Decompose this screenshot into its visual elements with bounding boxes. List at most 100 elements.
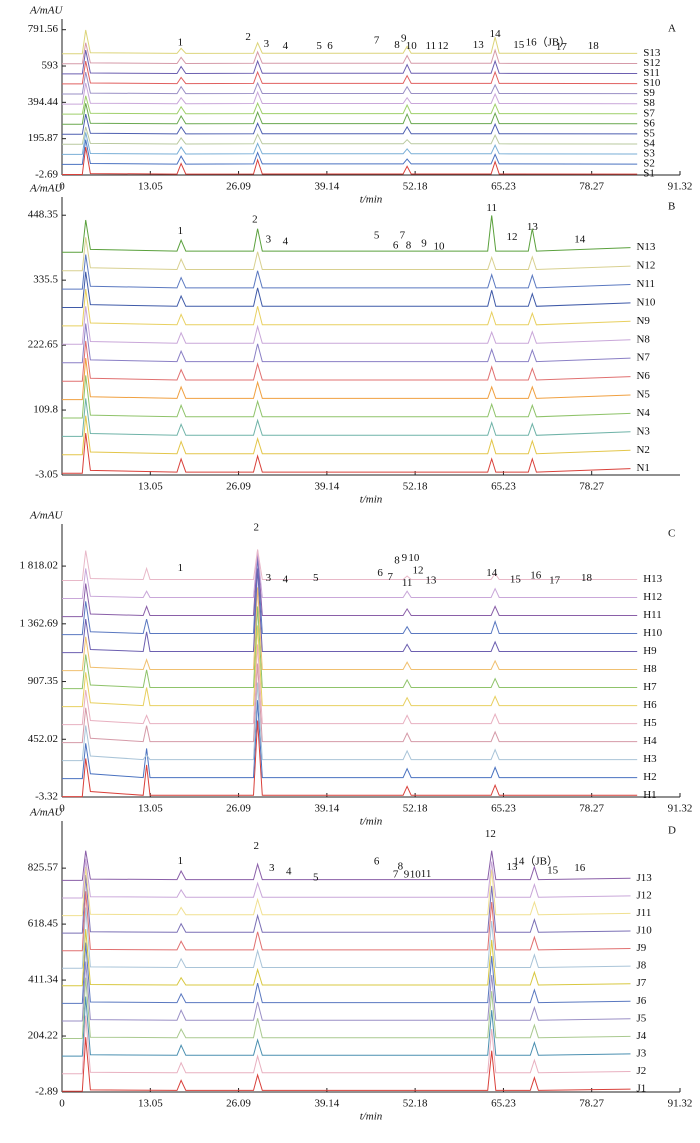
x-tick-label: 52.18 <box>403 481 428 493</box>
peak-label: 11 <box>486 202 497 214</box>
peak-label: 10 <box>406 40 418 52</box>
x-tick-label: 65.23 <box>491 803 516 815</box>
x-tick-label: 39.14 <box>315 803 340 815</box>
series-label: N2 <box>636 444 649 456</box>
series-label: S9 <box>643 87 655 99</box>
trace <box>62 568 638 654</box>
series-label: J11 <box>636 907 651 919</box>
peak-label: 15 <box>547 865 559 877</box>
peak-label: 16 <box>530 570 542 582</box>
peak-label: 13 <box>473 39 485 51</box>
series-label: H9 <box>643 645 657 657</box>
peak-label: 9 <box>402 552 408 564</box>
trace <box>62 60 638 85</box>
series-label: J10 <box>636 925 652 937</box>
trace <box>62 587 638 672</box>
trace <box>62 858 631 899</box>
series-label: H11 <box>643 609 662 621</box>
peak-label: 6 <box>377 567 383 579</box>
trace <box>62 139 638 165</box>
x-axis-label: t/min <box>360 816 383 828</box>
peak-label: 8 <box>394 554 400 566</box>
peak-label: 5 <box>313 871 319 883</box>
y-tick-label: 825.57 <box>28 862 59 874</box>
peak-label: 18 <box>581 572 593 584</box>
y-tick-label: 109.8 <box>33 404 58 416</box>
trace <box>62 375 631 419</box>
panel-label: B <box>668 201 675 213</box>
series-label: S4 <box>643 137 655 149</box>
peak-label: 5 <box>313 572 319 584</box>
trace <box>62 340 631 382</box>
x-tick-label: 65.23 <box>491 181 516 193</box>
trace <box>62 850 631 881</box>
trace <box>62 866 631 917</box>
peak-label: 17 <box>556 41 568 53</box>
peak-label: 4 <box>283 40 289 52</box>
trace <box>62 71 638 95</box>
y-tick-label: -3.32 <box>35 791 58 803</box>
peak-label: 3 <box>264 38 270 50</box>
trace <box>62 606 638 690</box>
series-label: N8 <box>636 333 650 345</box>
x-tick-label: 0 <box>59 803 65 815</box>
series-label: N4 <box>636 407 650 419</box>
y-tick-label: 222.65 <box>28 339 59 351</box>
peak-label: 14 <box>574 234 586 246</box>
series-label: H8 <box>643 663 657 675</box>
y-axis-label: A/mAU <box>29 5 63 17</box>
series-label: S11 <box>643 67 660 79</box>
series-label: N9 <box>636 315 650 327</box>
series-label: H5 <box>643 717 657 729</box>
x-tick-label: 91.32 <box>668 1098 693 1110</box>
peak-label: 2 <box>252 214 258 226</box>
y-tick-label: 907.35 <box>28 675 59 687</box>
trace <box>62 29 638 55</box>
x-tick-label: 13.05 <box>138 803 163 815</box>
peak-label: 9 <box>421 238 427 250</box>
series-label: J8 <box>636 960 646 972</box>
trace <box>62 977 631 1039</box>
peak-label: 1 <box>178 225 184 237</box>
series-label: J1 <box>636 1083 646 1095</box>
x-tick-label: 78.27 <box>579 803 604 815</box>
x-tick-label: 78.27 <box>579 481 604 493</box>
x-tick-label: 52.18 <box>403 803 428 815</box>
peak-label: 17 <box>549 575 561 587</box>
series-label: J5 <box>636 1012 646 1024</box>
peak-label: 12 <box>438 40 449 52</box>
series-label: S3 <box>643 148 655 160</box>
trace <box>62 358 631 401</box>
trace <box>62 682 638 762</box>
series-label: N12 <box>636 260 655 272</box>
trace <box>62 549 638 581</box>
series-label: N5 <box>636 389 650 401</box>
x-tick-label: 26.09 <box>226 803 251 815</box>
trace <box>62 306 631 345</box>
x-axis-label: t/min <box>360 194 383 206</box>
peak-label: 7 <box>400 230 406 242</box>
peak-label: 2 <box>253 840 259 852</box>
y-tick-label: 1 362.69 <box>20 617 59 629</box>
x-tick-label: 39.14 <box>315 1098 340 1110</box>
x-tick-label: 65.23 <box>491 481 516 493</box>
trace <box>62 415 631 456</box>
series-label: J9 <box>636 942 646 954</box>
trace <box>62 663 638 744</box>
x-tick-label: 78.27 <box>579 1098 604 1110</box>
trace <box>62 126 638 145</box>
peak-label: 5 <box>374 230 380 242</box>
peak-label: 16（JB） <box>526 36 571 49</box>
series-label: J13 <box>636 872 652 884</box>
trace <box>62 132 638 155</box>
peak-label: 13 <box>527 221 539 233</box>
x-tick-label: 13.05 <box>138 181 163 193</box>
x-tick-label: 52.18 <box>403 1098 428 1110</box>
x-tick-label: 91.32 <box>668 803 693 815</box>
peak-label: 1 <box>178 562 184 574</box>
peak-label: 11 <box>426 40 437 52</box>
series-label: H12 <box>643 591 662 603</box>
y-tick-label: 204.22 <box>28 1030 58 1042</box>
peak-label: 4 <box>283 573 289 585</box>
series-label: H4 <box>643 735 657 747</box>
